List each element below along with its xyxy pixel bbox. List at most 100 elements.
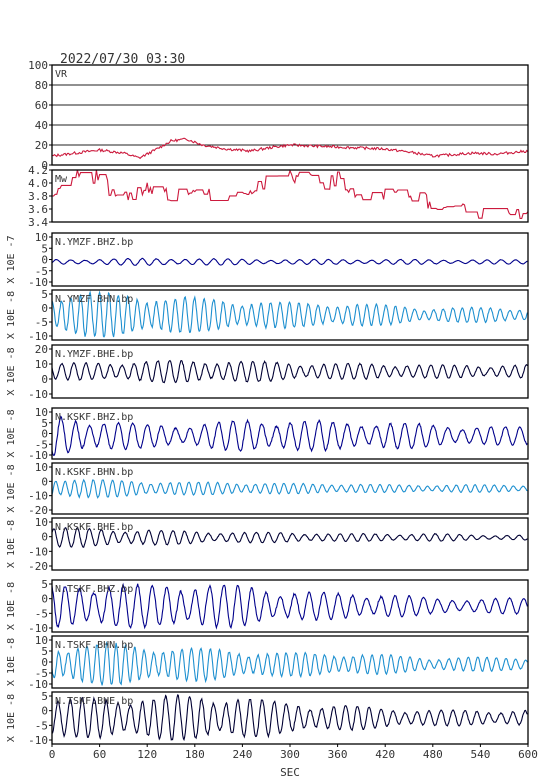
panel-vr: 0 20 40 60 80 100 VR	[28, 59, 529, 172]
panel-frame	[51, 517, 529, 571]
y-tick-label: 20	[35, 139, 48, 152]
series-line	[51, 290, 528, 338]
y-tick-label: 5	[41, 288, 48, 301]
panel-label: N.YMZF.BHE.bp	[55, 349, 133, 360]
y-tick-label: -10	[28, 330, 48, 343]
y-tick-label: -10	[28, 388, 48, 401]
x-tick-label: 0	[49, 748, 56, 761]
panel-label: N.KSKF.BHE.bp	[55, 522, 133, 533]
series-line	[51, 694, 528, 742]
y-tick-label: 10	[35, 358, 48, 371]
y-tick-label: -10	[28, 678, 48, 691]
series-line	[51, 359, 528, 384]
series-line	[52, 169, 529, 220]
panels-group: 020406080100VR3.43.63.84.04.2Mw-10-50510…	[6, 59, 538, 761]
y-tick-label: 0	[41, 428, 48, 441]
x-tick-label: 180	[185, 748, 205, 761]
panel-p9: -10-505 N.TSKF.BHE.bpX 10E -80 60 120 180 240…	[6, 690, 538, 761]
y-tick-label: 4.2	[28, 164, 48, 177]
y-tick-label: 3.4	[28, 216, 48, 229]
panel-p2: -10-505 N.YMZF.BHN.bp X 10E -8	[6, 288, 529, 343]
y-tick-label: -10	[28, 449, 48, 462]
panel-p6: -20 -100 10 N.KSKF.BHE.bp X 10E -8	[6, 516, 529, 573]
y-tick-label: 5	[41, 690, 48, 703]
y-tick-label: 10	[35, 461, 48, 474]
x-tick-label: 120	[137, 748, 157, 761]
panel-p5: -20-10 010 N.KSKF.BHN.bp X 10E -8	[6, 461, 529, 517]
panel-frame	[51, 64, 529, 166]
y-tick-label: 40	[35, 119, 48, 132]
x-axis-label: SEC	[280, 766, 300, 779]
y-tick-label: 3.8	[28, 190, 48, 203]
y-tick-label: 0	[41, 593, 48, 606]
x-tick-label: 540	[470, 748, 490, 761]
y-tick-label: -5	[35, 607, 48, 620]
series-line	[51, 257, 528, 267]
y-tick-label: -10	[28, 490, 48, 503]
panel-label: N.KSKF.BHZ.bp	[55, 412, 133, 423]
y-tick-label: 0	[41, 705, 48, 718]
panel-frame	[51, 344, 529, 399]
y-tick-label: 0	[41, 373, 48, 386]
y-tick-label: 60	[35, 99, 48, 112]
series-line	[51, 640, 528, 686]
panel-p3: -10 0 10 20 N.YMZF.BHE.bp X 10E -8	[6, 343, 529, 401]
y-axis-label: X 10E -8	[6, 582, 17, 630]
y-tick-label: 10	[35, 516, 48, 529]
y-tick-label: 10	[35, 406, 48, 419]
panel-label: N.YMZF.BHZ.bp	[55, 237, 133, 248]
y-axis-label: X 10E -7	[6, 235, 17, 283]
y-tick-label: -5	[35, 316, 48, 329]
panel-label: N.YMZF.BHN.bp	[55, 294, 133, 305]
panel-label: N.TSKF.BHE.bp	[55, 696, 133, 707]
panel-frame	[51, 169, 529, 223]
y-tick-label: 4.0	[28, 177, 48, 190]
y-tick-label: 0	[41, 656, 48, 669]
panel-p7: -10 -50 5 N.TSKF.BHZ.bp X 10E -8	[6, 578, 529, 635]
y-axis-label: X 10E -8	[6, 520, 17, 568]
y-axis-label: X 10E -8	[6, 638, 17, 686]
y-tick-label: 5	[41, 645, 48, 658]
panel-frame	[51, 579, 529, 633]
x-tick-label: 240	[232, 748, 252, 761]
x-tick-label: 480	[423, 748, 443, 761]
series-line	[51, 415, 528, 457]
y-tick-label: 10	[35, 231, 48, 244]
y-axis-label: X 10E -8	[6, 409, 17, 457]
y-tick-label: 0	[41, 159, 48, 172]
y-tick-label: -10	[28, 622, 48, 635]
panel-label: VR	[55, 69, 68, 80]
y-axis-label: X 10E -8	[6, 694, 17, 742]
y-tick-label: -5	[35, 667, 48, 680]
panel-label: Mw	[55, 174, 68, 185]
panel-mw: 3.43.63.84.04.2 Mw	[28, 164, 529, 229]
y-tick-label: 0	[41, 302, 48, 315]
y-tick-label: 3.6	[28, 203, 48, 216]
series-line	[51, 137, 529, 160]
x-tick-label: 60	[93, 748, 106, 761]
x-tick-label: 420	[375, 748, 395, 761]
chart-title: 2022/07/30 03:30	[60, 52, 185, 67]
x-tick-label: 300	[280, 748, 300, 761]
x-tick-label: 360	[328, 748, 348, 761]
y-tick-label: -10	[28, 276, 48, 289]
y-tick-label: -20	[28, 504, 48, 517]
y-tick-label: -5	[35, 719, 48, 732]
y-tick-label: 100	[28, 59, 48, 72]
y-tick-label: 80	[35, 79, 48, 92]
series-line	[51, 582, 528, 630]
y-tick-label: 0	[41, 475, 48, 488]
panel-frame	[51, 462, 529, 515]
panel-label: N.KSKF.BHN.bp	[55, 467, 133, 478]
x-tick-label: 600	[518, 748, 538, 761]
y-tick-label: 5	[41, 578, 48, 591]
panel-frame	[51, 289, 529, 341]
y-tick-label: -10	[28, 545, 48, 558]
y-tick-label: 0	[41, 531, 48, 544]
y-tick-label: 5	[41, 417, 48, 430]
y-axis-label: X 10E -8	[6, 347, 17, 395]
